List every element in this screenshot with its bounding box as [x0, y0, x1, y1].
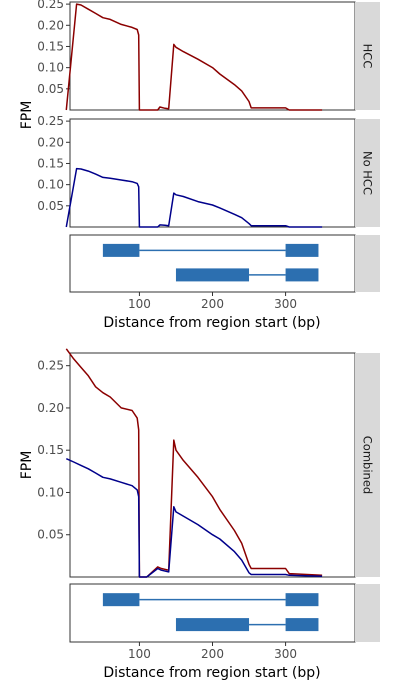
nohcc-y-tick-label: 0.15: [37, 156, 64, 170]
gene-bottom-panel: [69, 583, 356, 643]
combined-series-line-0: [65, 348, 323, 578]
hcc-series-line-0: [65, 3, 323, 111]
nohcc-y-tick-label: 0.05: [37, 199, 64, 213]
hcc-y-tick-label: 0.05: [37, 82, 64, 96]
gene-bottom-strip: [355, 584, 380, 642]
gene-top-exon-box: [175, 268, 250, 282]
gene-top-strip: [355, 235, 380, 292]
nohcc-panel: [69, 118, 356, 228]
hcc-panel: [69, 1, 356, 111]
hcc-strip: [355, 2, 380, 110]
combined-y-tick-label: 0.25: [37, 359, 64, 373]
top-y-axis-title: FPM: [19, 101, 35, 130]
hcc-y-tick-label: 0.10: [37, 61, 64, 75]
combined-strip: [355, 353, 380, 577]
bottom-x-tick-label: 200: [201, 647, 224, 661]
combined-y-tick-label: 0.10: [37, 485, 64, 499]
combined-series-line-1: [65, 458, 323, 578]
gene-top-panel: [69, 234, 356, 293]
gene-top-exon-box: [285, 268, 319, 282]
combined-y-tick-label: 0.15: [37, 443, 64, 457]
top-x-tick-label: 200: [201, 297, 224, 311]
top-x-tick-label: 300: [274, 297, 297, 311]
gene-top-exon-box: [285, 243, 319, 257]
bottom-x-tick-label: 300: [274, 647, 297, 661]
combined-panel: [69, 352, 356, 578]
combined-y-tick-label: 0.05: [37, 528, 64, 542]
top-x-axis-title: Distance from region start (bp): [103, 315, 320, 331]
nohcc-strip-label: No HCC: [361, 151, 375, 195]
gene-bottom-exon-box: [285, 618, 319, 632]
gene-bottom-exon-box: [102, 593, 140, 607]
hcc-y-tick-label: 0.20: [37, 18, 64, 32]
gene-top-exon-box: [102, 243, 140, 257]
top-x-tick-label: 100: [128, 297, 151, 311]
bottom-x-tick-label: 100: [128, 647, 151, 661]
combined-y-tick-label: 0.20: [37, 401, 64, 415]
gene-bottom-exon-box: [285, 593, 319, 607]
nohcc-series-line-0: [65, 167, 323, 228]
hcc-strip-label: HCC: [361, 44, 375, 69]
hcc-y-tick-label: 0.15: [37, 39, 64, 53]
gene-bottom-exon-box: [175, 618, 250, 632]
nohcc-strip: [355, 119, 380, 227]
nohcc-y-tick-label: 0.25: [37, 114, 64, 128]
hcc-y-tick-label: 0.25: [37, 0, 64, 11]
nohcc-y-tick-label: 0.10: [37, 178, 64, 192]
bottom-x-axis-title: Distance from region start (bp): [103, 665, 320, 681]
combined-strip-label: Combined: [361, 436, 375, 494]
bottom-y-axis-title: FPM: [19, 451, 35, 480]
nohcc-y-tick-label: 0.20: [37, 135, 64, 149]
